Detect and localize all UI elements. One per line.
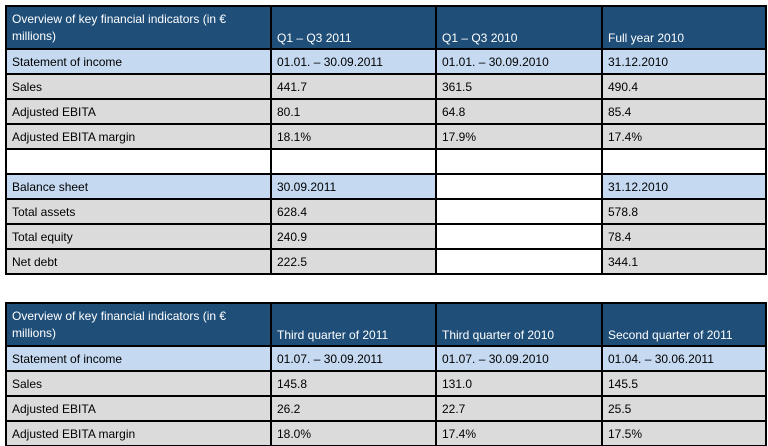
cell-value: 78.4 [601,223,767,250]
column-header: Q1 – Q3 2010 [435,5,603,50]
row-label: Total equity [5,223,272,250]
cell-value: 18.1% [270,123,437,150]
spacer-row [5,148,767,175]
table-row: Total assets 628.4 578.8 [5,198,767,225]
cell-value [435,248,603,275]
table-row: Adjusted EBITA 80.1 64.8 85.4 [5,98,767,125]
cell-value [601,148,767,175]
cell-value: 01.01. – 30.09.2010 [435,48,603,75]
column-header: Third quarter of 2010 [435,302,603,347]
row-label: Balance sheet [5,173,272,200]
cell-value: 490.4 [601,73,767,100]
row-label: Adjusted EBITA margin [5,123,272,150]
row-label [5,148,272,175]
cell-value: 17.5% [601,420,767,446]
cell-value: 31.12.2010 [601,48,767,75]
cell-value: 131.0 [435,370,603,397]
table-row: Total equity 240.9 78.4 [5,223,767,250]
financial-table-quarterly: Overview of key financial indicators (in… [5,302,767,446]
column-header: Q1 – Q3 2011 [270,5,437,50]
column-header: Third quarter of 2011 [270,302,437,347]
row-label: Adjusted EBITA margin [5,420,272,446]
table-row: Sales 441.7 361.5 490.4 [5,73,767,100]
column-header: Second quarter of 2011 [601,302,767,347]
cell-value: 01.07. – 30.09.2011 [270,345,437,372]
cell-value: 145.5 [601,370,767,397]
row-label: Net debt [5,248,272,275]
cell-value: 30.09.2011 [270,173,437,200]
cell-value: 80.1 [270,98,437,125]
cell-value: 578.8 [601,198,767,225]
row-label: Statement of income [5,48,272,75]
cell-value: 22.7 [435,395,603,422]
table-row: Adjusted EBITA 26.2 22.7 25.5 [5,395,767,422]
cell-value: 17.4% [601,123,767,150]
row-label: Sales [5,370,272,397]
cell-value: 01.01. – 30.09.2011 [270,48,437,75]
cell-value: 85.4 [601,98,767,125]
table-header-row: Overview of key financial indicators (in… [5,5,767,50]
cell-value: 240.9 [270,223,437,250]
cell-value: 145.8 [270,370,437,397]
row-label: Adjusted EBITA [5,395,272,422]
table-header-row: Overview of key financial indicators (in… [5,302,767,347]
cell-value: 361.5 [435,73,603,100]
cell-value: 01.07. – 30.09.2010 [435,345,603,372]
cell-value: 17.9% [435,123,603,150]
table-title: Overview of key financial indicators (in… [5,302,272,347]
table-row: Adjusted EBITA margin 18.0% 17.4% 17.5% [5,420,767,446]
cell-value: 344.1 [601,248,767,275]
table-row: Sales 145.8 131.0 145.5 [5,370,767,397]
cell-value: 222.5 [270,248,437,275]
cell-value [435,148,603,175]
financial-table-ytd: Overview of key financial indicators (in… [5,5,767,275]
cell-value [435,198,603,225]
row-label: Statement of income [5,345,272,372]
table-row: Adjusted EBITA margin 18.1% 17.9% 17.4% [5,123,767,150]
row-label: Adjusted EBITA [5,98,272,125]
cell-value: 25.5 [601,395,767,422]
column-header: Full year 2010 [601,5,767,50]
cell-value: 64.8 [435,98,603,125]
cell-value [270,148,437,175]
row-label: Total assets [5,198,272,225]
cell-value: 17.4% [435,420,603,446]
table-row: Statement of income 01.07. – 30.09.2011 01… [5,345,767,372]
cell-value [435,173,603,200]
table-row: Balance sheet 30.09.2011 31.12.2010 [5,173,767,200]
cell-value: 18.0% [270,420,437,446]
cell-value: 628.4 [270,198,437,225]
cell-value: 26.2 [270,395,437,422]
table-row: Statement of income 01.01. – 30.09.2011 01… [5,48,767,75]
table-title: Overview of key financial indicators (in… [5,5,272,50]
row-label: Sales [5,73,272,100]
cell-value: 01.04. – 30.06.2011 [601,345,767,372]
cell-value: 31.12.2010 [601,173,767,200]
cell-value [435,223,603,250]
cell-value: 441.7 [270,73,437,100]
table-row: Net debt 222.5 344.1 [5,248,767,275]
